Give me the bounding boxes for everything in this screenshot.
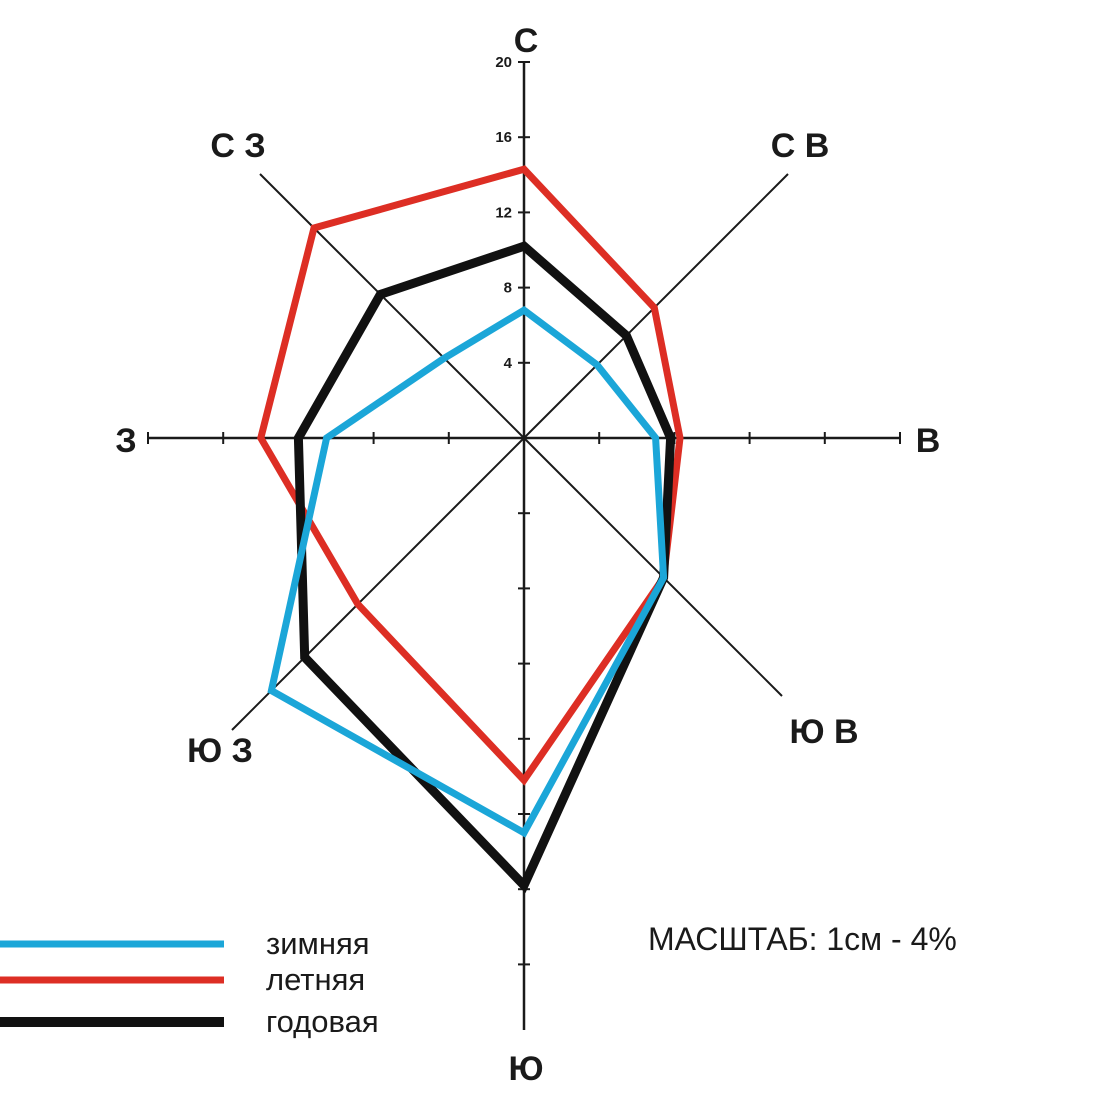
tick-label: 20	[495, 54, 512, 71]
axis-southeast	[523, 437, 783, 697]
direction-label-sw: Ю З	[187, 732, 253, 770]
tick-label: 8	[504, 280, 512, 297]
labels-layer: 4 8 12 16 20С С В В Ю В Ю Ю З З С З	[115, 22, 940, 1088]
direction-label-se: Ю В	[789, 713, 858, 751]
legend-label: зимняя	[266, 926, 370, 961]
ticks-layer	[147, 61, 901, 966]
series-layer	[257, 165, 684, 894]
tick-label: 16	[495, 129, 512, 146]
scale-note: МАСШТАБ: 1см - 4%	[648, 921, 957, 957]
tick-label: 12	[495, 204, 512, 221]
axis-southwest	[231, 437, 525, 731]
series-line-winter	[267, 305, 668, 838]
direction-label-s: Ю	[508, 1050, 543, 1088]
series-line-summer	[257, 165, 684, 786]
series-line-annual	[293, 241, 676, 894]
legend-label: летняя	[266, 962, 365, 997]
direction-label-e: В	[916, 422, 941, 460]
tick-label: 4	[504, 355, 513, 372]
direction-label-w: З	[115, 422, 136, 460]
axis-northwest	[259, 173, 525, 439]
direction-label-ne: С В	[771, 127, 830, 165]
direction-label-n: С	[514, 22, 539, 60]
direction-label-nw: С З	[210, 127, 265, 165]
legend-label: годовая	[266, 1004, 379, 1039]
